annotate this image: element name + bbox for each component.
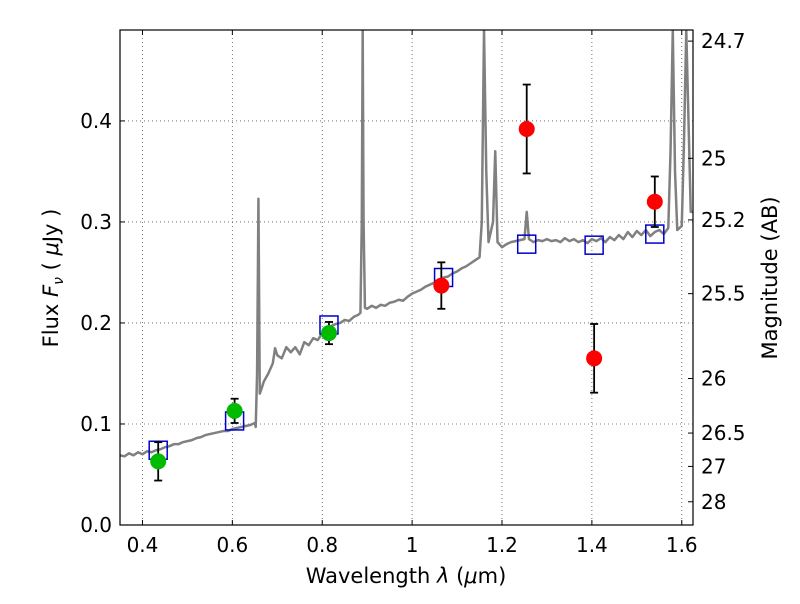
nir-data-point [586, 350, 603, 367]
grid [120, 30, 693, 526]
optical-data-point [320, 325, 337, 342]
y-tick-label: 0.2 [80, 311, 112, 335]
y-tick-label: 0.4 [80, 109, 112, 133]
y-tick-label: 0.3 [80, 210, 112, 234]
x-tick-label: 1.6 [666, 533, 698, 557]
x-tick-label: 1 [406, 533, 419, 557]
x-tick-label: 0.4 [127, 533, 159, 557]
y2-axis-label: Magnitude (AB) [758, 196, 782, 359]
y2-tick-label: 26.5 [701, 421, 746, 445]
y2-tick-label: 26 [701, 367, 726, 391]
nir-data-point [518, 121, 535, 137]
x-axis-label: Wavelength λ (μm) [306, 564, 507, 588]
x-tick-label: 1.4 [576, 533, 608, 557]
ticks: 0.4 0.6 0.8 1 1.2 1.4 1.6 0.0 0.1 0.2 0.3 0.4 24.7 25… [80, 29, 745, 557]
y2-tick-label: 24.7 [701, 29, 746, 53]
y-axis-label: Flux Fν ( μJy ) [39, 209, 67, 348]
y2-tick-label: 27 [701, 454, 726, 478]
y2-tick-label: 25.5 [701, 282, 746, 306]
optical-data-point [150, 453, 167, 470]
optical-data-point [226, 402, 243, 419]
series-layer [120, 30, 693, 482]
y2-tick-label: 28 [701, 490, 726, 514]
nir-data-point [646, 193, 663, 210]
y-tick-label: 0.0 [80, 513, 112, 537]
plot-area [120, 30, 693, 482]
nir-data-point [433, 277, 450, 294]
plot-frame [119, 29, 694, 526]
model-photometry-square [516, 234, 537, 254]
x-tick-label: 1.2 [486, 533, 518, 557]
y2-tick-label: 25 [701, 146, 726, 170]
y2-tick-label: 25.2 [701, 208, 746, 232]
x-tick-label: 0.6 [216, 533, 248, 557]
model-photometry-square [584, 235, 604, 255]
x-tick-label: 0.8 [306, 533, 338, 557]
y-tick-label: 0.1 [80, 412, 112, 436]
